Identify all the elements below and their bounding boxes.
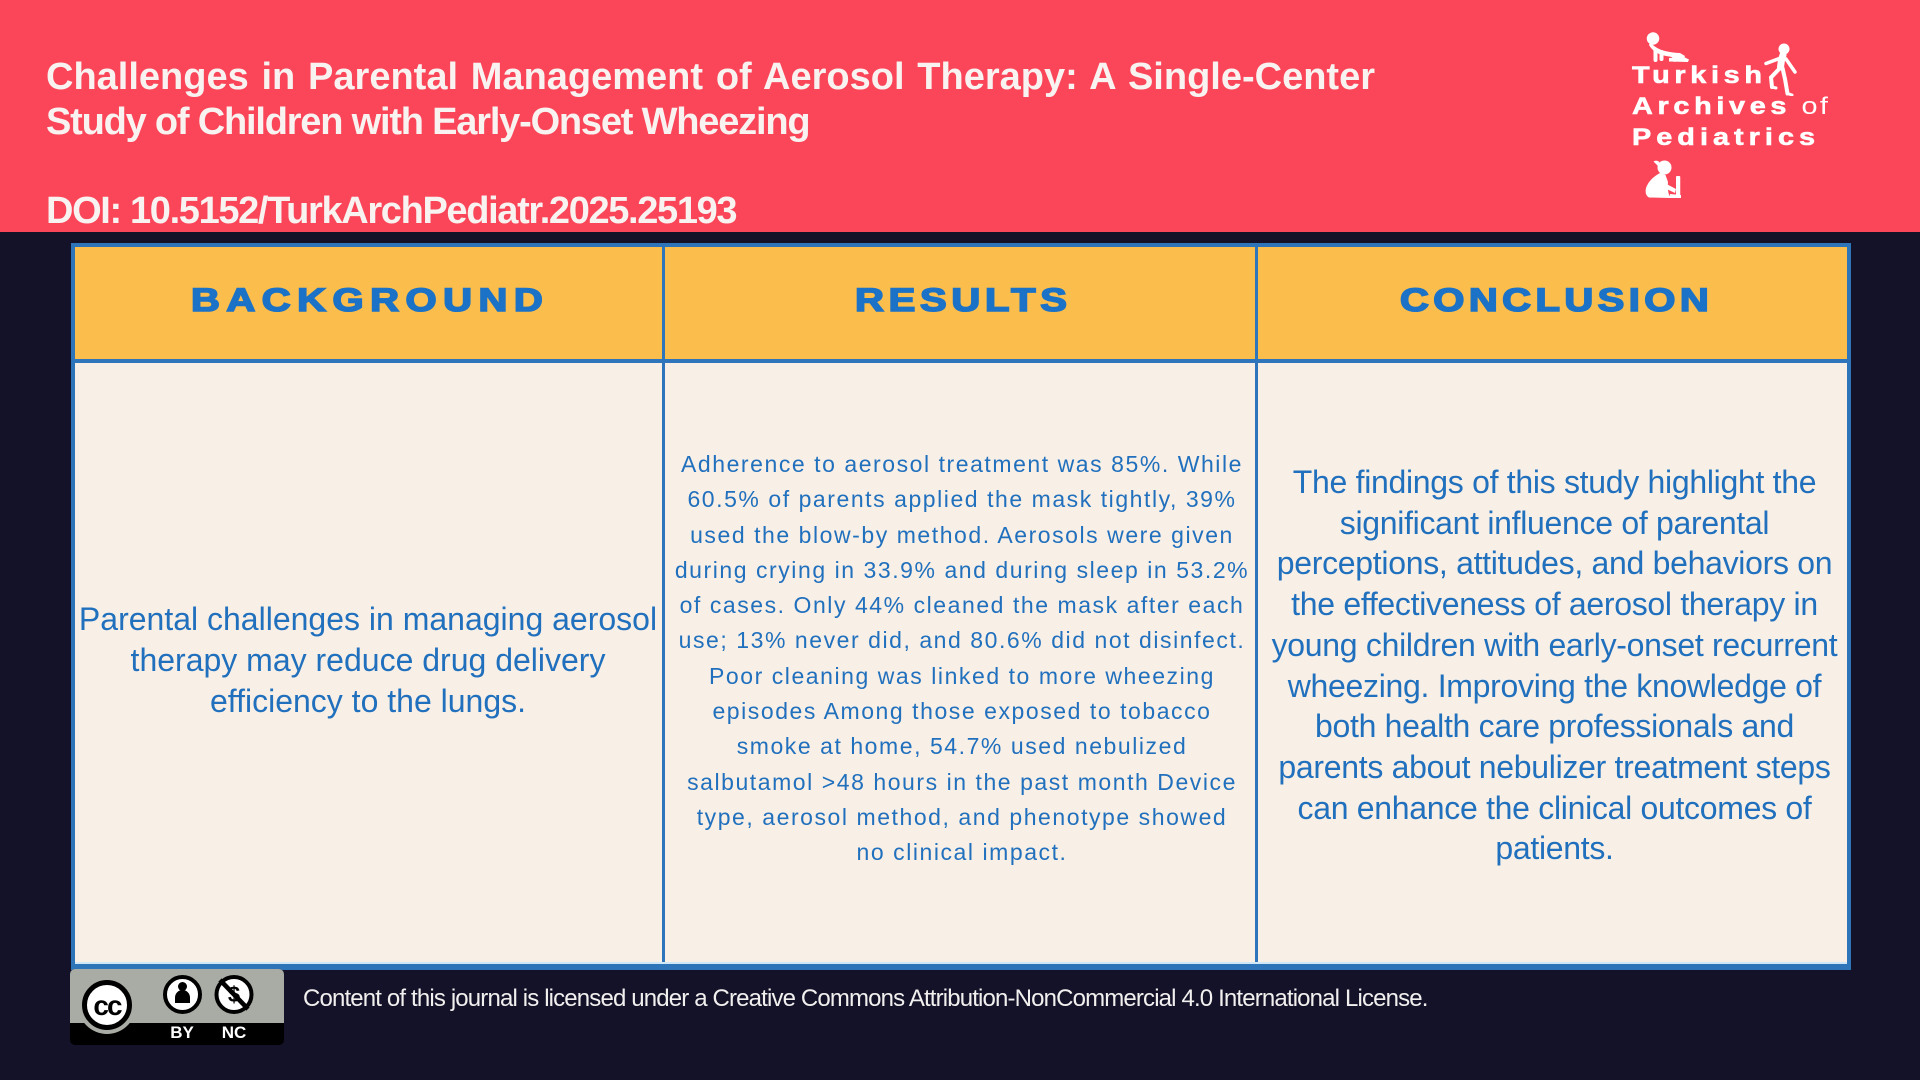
- svg-text:cc: cc: [93, 990, 122, 1021]
- svg-text:NC: NC: [222, 1023, 247, 1042]
- svg-text:BY: BY: [170, 1023, 194, 1042]
